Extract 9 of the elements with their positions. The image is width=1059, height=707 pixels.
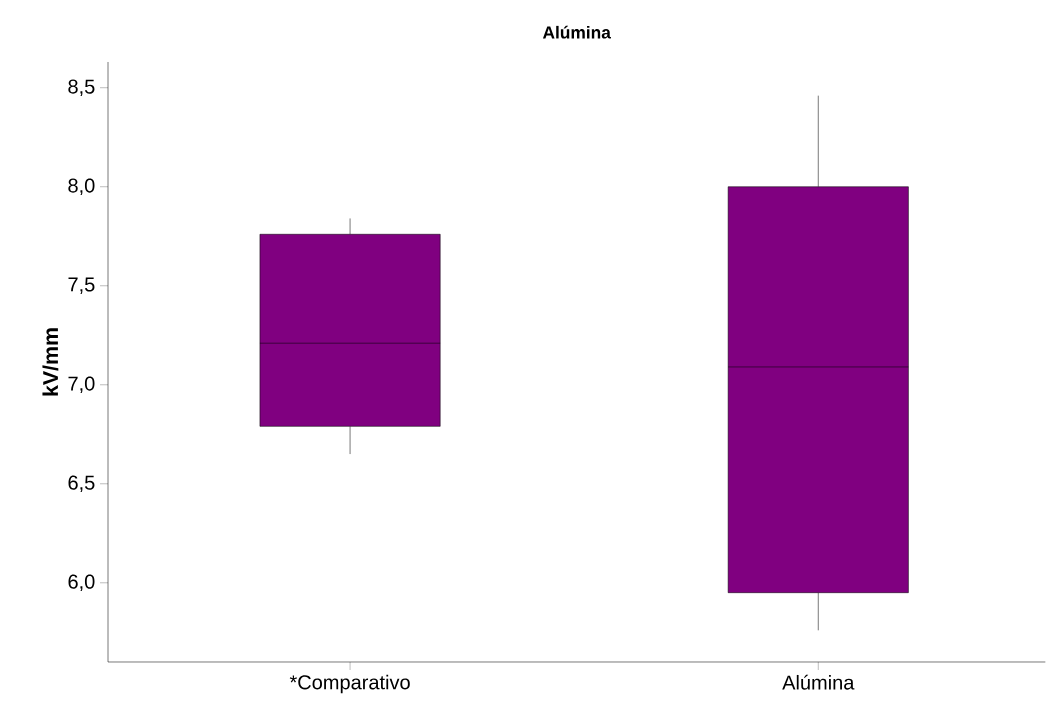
chart-title: Alúmina bbox=[542, 25, 611, 39]
y-tick-label: 8,0 bbox=[68, 178, 95, 195]
y-tick-label: 8,5 bbox=[68, 79, 95, 96]
x-tick-label: *Comparativo bbox=[289, 674, 410, 694]
y-tick-label: 7,0 bbox=[68, 376, 95, 394]
y-tick-label: 6,0 bbox=[68, 574, 95, 592]
y-tick-label: 6,5 bbox=[68, 475, 95, 493]
y-tick-label: 7,5 bbox=[68, 277, 95, 294]
y-axis-title: kV/mm bbox=[42, 328, 59, 396]
